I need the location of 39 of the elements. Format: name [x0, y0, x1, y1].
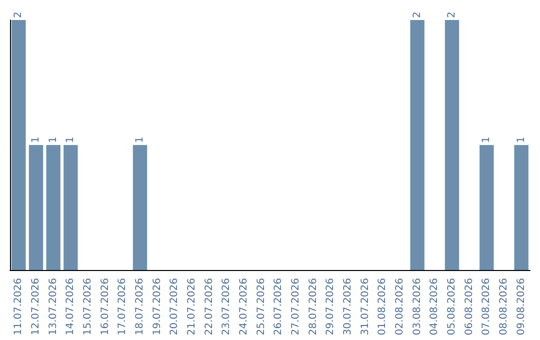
x-tick-label: 17.07.2026 — [117, 278, 128, 336]
x-tick-label: 11.07.2026 — [13, 278, 24, 336]
data-label: 2 — [13, 12, 24, 18]
x-tick-label: 05.08.2026 — [446, 278, 458, 336]
x-tick-label: 22.07.2026 — [204, 278, 215, 336]
x-tick-label: 26.07.2026 — [273, 278, 284, 336]
x-tick-label: 02.08.2026 — [394, 278, 406, 336]
x-tick-label: 03.08.2026 — [412, 278, 423, 336]
x-tick-label: 27.07.2026 — [290, 278, 302, 336]
x-tick-label: 13.07.2026 — [48, 278, 59, 336]
x-tick-label: 01.08.2026 — [377, 278, 388, 336]
x-tick-label: 12.07.2026 — [30, 278, 42, 336]
x-tick-label: 28.07.2026 — [308, 278, 319, 336]
x-tick-label: 09.08.2026 — [516, 278, 527, 336]
data-label: 2 — [412, 12, 423, 18]
x-tick-label: 19.07.2026 — [152, 278, 163, 336]
x-tick-label: 07.08.2026 — [481, 278, 492, 336]
x-tick-label: 16.07.2026 — [100, 278, 111, 336]
x-tick-label: 15.07.2026 — [82, 278, 94, 336]
data-label: 1 — [65, 136, 76, 143]
data-label: 1 — [516, 136, 527, 143]
x-tick-label: 18.07.2026 — [134, 278, 146, 336]
x-tick-label: 08.08.2026 — [498, 278, 510, 336]
x-tick-label: 31.07.2026 — [360, 278, 371, 336]
x-tick-label: 24.07.2026 — [238, 278, 250, 336]
x-tick-label: 25.07.2026 — [256, 278, 267, 336]
data-label: 1 — [48, 136, 59, 143]
data-label: 2 — [446, 12, 458, 18]
x-tick-label: 29.07.2026 — [325, 278, 336, 336]
x-tick-label: 14.07.2026 — [65, 278, 76, 336]
x-tick-label: 06.08.2026 — [464, 278, 475, 336]
x-tick-label: 20.07.2026 — [169, 278, 180, 336]
data-label: 1 — [481, 136, 492, 143]
x-tick-label: 23.07.2026 — [221, 278, 232, 336]
x-tick-label: 30.07.2026 — [342, 278, 354, 336]
data-label: 1 — [134, 136, 146, 143]
data-label: 1 — [30, 136, 42, 143]
x-tick-label: 04.08.2026 — [429, 278, 440, 336]
x-tick-label: 21.07.2026 — [186, 278, 198, 336]
